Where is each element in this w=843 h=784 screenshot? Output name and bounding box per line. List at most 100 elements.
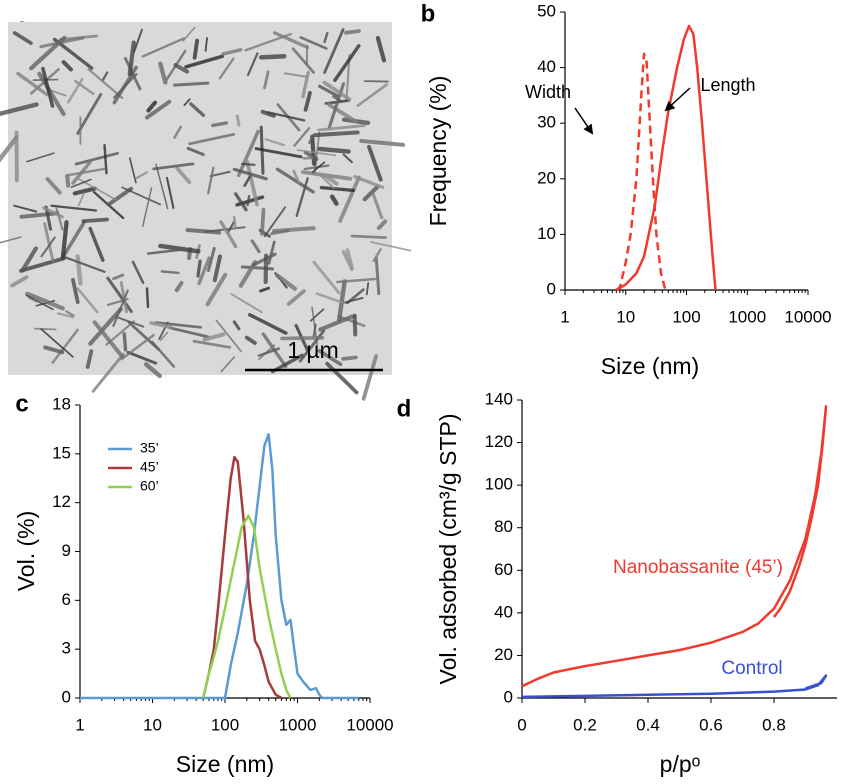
legend-label: 60’	[140, 478, 159, 494]
nanorod	[317, 146, 351, 154]
series-line	[521, 674, 828, 699]
nanorod	[173, 63, 190, 74]
nanorod	[267, 240, 276, 265]
nanorod	[325, 361, 359, 395]
nanorod	[270, 229, 290, 236]
nanorod	[323, 28, 345, 74]
nanorod	[159, 331, 169, 342]
nanorod	[112, 273, 125, 281]
nanorod	[60, 220, 86, 261]
nanorod	[175, 166, 192, 185]
nanorod	[16, 71, 49, 97]
y-tick-label: 50	[537, 1, 556, 20]
nanorod	[280, 335, 325, 341]
nanorod	[258, 53, 287, 60]
nanorod	[50, 204, 98, 212]
nanorod	[257, 347, 281, 357]
nanorod	[25, 294, 54, 311]
nanorod	[376, 219, 388, 230]
series-line	[201, 514, 292, 699]
y-axis-title: Vol. adsorbed (cm³/g STP)	[435, 414, 461, 685]
nanorod	[333, 44, 361, 82]
x-axis-title: Size (nm)	[176, 751, 274, 777]
nanorod	[133, 28, 143, 53]
nanorod	[143, 362, 162, 379]
nanorod	[121, 186, 162, 206]
nanorod	[218, 57, 235, 80]
nanorod	[264, 138, 285, 147]
nanorod	[145, 99, 172, 120]
y-tick-label: 3	[62, 639, 71, 658]
nanorod	[322, 173, 339, 186]
nanorod	[155, 163, 169, 210]
annotation-arrow	[664, 87, 691, 112]
nanorod	[112, 289, 129, 328]
nanorod	[219, 220, 238, 249]
nanorod	[356, 83, 389, 107]
legend-label: 45’	[140, 459, 159, 475]
nanorod	[317, 349, 343, 367]
nanorod	[152, 162, 195, 171]
nanorod	[88, 306, 123, 346]
nanorod	[312, 323, 317, 337]
y-tick-label: 20	[494, 645, 513, 664]
nanorod	[227, 220, 236, 233]
nanorod	[232, 167, 268, 181]
nanorod	[0, 236, 22, 244]
nanorod	[362, 185, 379, 202]
nanorod	[146, 100, 158, 113]
nanorod	[19, 256, 66, 273]
y-tick-label: 30	[537, 113, 556, 132]
nanorod	[183, 98, 191, 107]
nanorod	[275, 167, 315, 194]
nanorod	[101, 71, 109, 81]
nanorod	[13, 204, 38, 213]
nanorod	[196, 259, 202, 278]
nanorod	[263, 70, 270, 90]
nanorod	[185, 227, 222, 235]
x-tick-label: 10	[616, 307, 635, 326]
nanorod	[207, 166, 215, 195]
nanorod	[40, 236, 56, 258]
nanorod	[375, 35, 387, 63]
legend-label: 35’	[140, 440, 159, 456]
nanorod	[173, 81, 210, 87]
nanorod	[45, 177, 62, 195]
nanorod	[160, 270, 180, 274]
nanorod	[168, 326, 210, 339]
nanorod	[332, 95, 343, 103]
nanorod	[318, 84, 340, 98]
y-tick-label: 10	[537, 224, 556, 243]
nanorod	[254, 147, 303, 159]
nanorod	[150, 340, 176, 368]
nanorod	[25, 291, 65, 311]
nanorod	[336, 277, 377, 284]
series-label: Width	[525, 82, 571, 102]
series-label: Control	[721, 658, 782, 679]
nanorod	[259, 286, 270, 293]
y-tick-label: 100	[485, 475, 513, 494]
nanorod	[232, 215, 237, 230]
nanorod	[212, 254, 223, 283]
nanorod	[92, 320, 125, 359]
nanorod	[272, 31, 310, 50]
y-tick-label: 20	[537, 168, 556, 187]
nanorod	[122, 332, 128, 352]
nanorod	[42, 206, 64, 219]
panel-label: c	[15, 390, 28, 417]
nanorod	[241, 162, 256, 166]
nanorod	[20, 246, 38, 273]
nanorod	[106, 276, 133, 314]
nanorod	[146, 248, 181, 255]
nanorod	[66, 77, 84, 104]
nanorod	[134, 171, 149, 180]
nanorod	[115, 315, 145, 328]
nanorod	[283, 72, 308, 78]
nanorod	[189, 102, 206, 117]
nanorod	[61, 60, 73, 72]
nanorod	[367, 144, 383, 182]
nanorod	[211, 121, 229, 128]
nanorod	[318, 313, 357, 332]
nanorod	[52, 37, 94, 70]
